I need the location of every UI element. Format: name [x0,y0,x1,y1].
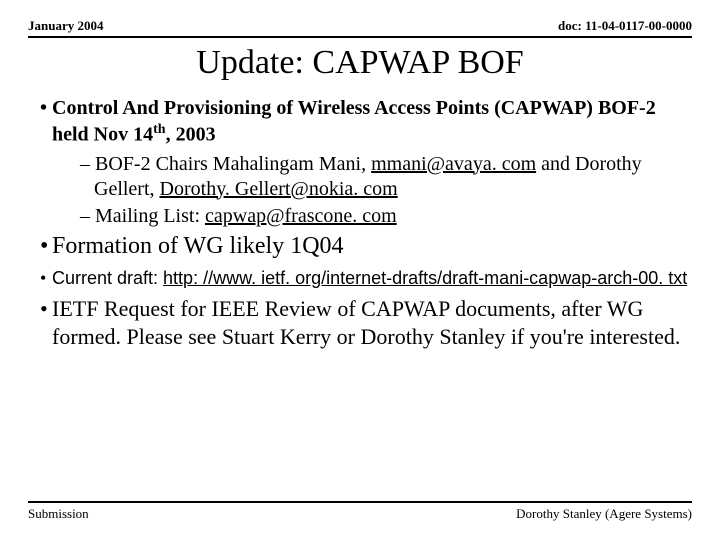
link-draft-url[interactable]: http: //www. ietf. org/internet-drafts/d… [163,268,687,288]
header-doc-number: doc: 11-04-0117-00-0000 [558,18,692,34]
bullet-bof-tail: , 2003 [166,124,216,146]
bullet-bof-sup: th [153,122,165,137]
sub-mailing-lead: Mailing List: [95,205,205,227]
header-date: January 2004 [28,18,103,34]
sub-mailing-list: – Mailing List: capwap@frascone. com [80,204,692,229]
bullet-bof-text: Control And Provisioning of Wireless Acc… [52,97,656,146]
bullet-ietf-request: •IETF Request for IEEE Review of CAPWAP … [40,295,692,350]
sub-chairs: – BOF-2 Chairs Mahalingam Mani, mmani@av… [80,152,692,202]
content-area: •Control And Provisioning of Wireless Ac… [28,96,692,350]
link-capwap-list[interactable]: capwap@frascone. com [205,205,397,227]
footer-left: Submission [28,506,89,522]
footer-right: Dorothy Stanley (Agere Systems) [516,506,692,522]
bullet-wg-text: Formation of WG likely 1Q04 [52,233,344,259]
link-gellert[interactable]: Dorothy. Gellert@nokia. com [160,178,398,200]
sub-chairs-lead: BOF-2 Chairs Mahalingam Mani, [95,153,371,175]
bullet-ietf-text: IETF Request for IEEE Review of CAPWAP d… [52,296,680,349]
bullet-bof: •Control And Provisioning of Wireless Ac… [40,96,692,148]
bullet-draft: •Current draft: http: //www. ietf. org/i… [40,267,692,290]
link-mmani[interactable]: mmani@avaya. com [371,153,536,175]
page-title: Update: CAPWAP BOF [28,44,692,82]
bullet-wg-formation: •Formation of WG likely 1Q04 [40,231,692,261]
bullet-draft-lead: Current draft: [52,268,163,288]
